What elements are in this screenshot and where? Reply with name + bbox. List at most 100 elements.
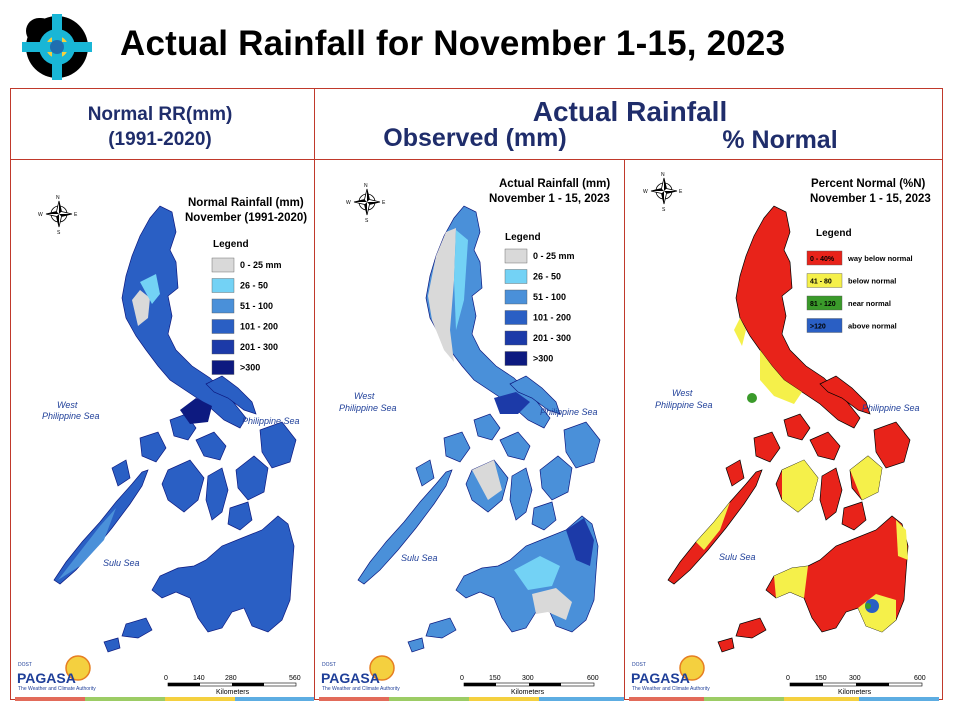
percent-below-west-luzon [734, 318, 746, 346]
svg-text:600: 600 [914, 675, 926, 682]
observed-map-title-1: Actual Rainfall (mm) [499, 178, 610, 190]
compass-icon: N S E W [643, 172, 683, 213]
svg-text:S: S [662, 207, 666, 213]
svg-text:S: S [365, 218, 369, 224]
legend-swatch [504, 351, 528, 366]
percent-normal-panel: N S E W Percent Normal (%N) November 1 -… [625, 160, 942, 696]
compass-east: E [74, 212, 78, 218]
footer-strip-blue [235, 697, 314, 701]
svg-text:140: 140 [193, 675, 205, 682]
percent-below-visayas [782, 460, 818, 512]
legend-label: way below normal [847, 254, 913, 263]
legend-swatch [806, 250, 843, 266]
percent-map-title-2: November 1 - 15, 2023 [810, 193, 931, 205]
footer-strip-green [85, 697, 165, 701]
percent-below-palawan [696, 502, 730, 550]
east-sea-label: Philippine Sea [242, 416, 300, 426]
normal-legend: 0 - 25 mm 26 - 50 51 - 100 101 - 200 201 - 3… [211, 257, 282, 375]
agency-logo-icon [22, 14, 92, 80]
svg-text:600: 600 [587, 675, 599, 682]
svg-text:PAGASA: PAGASA [321, 670, 380, 686]
svg-text:W: W [346, 200, 351, 206]
legend-label: near normal [848, 299, 891, 308]
observed-light-luzon [454, 230, 468, 330]
observed-dry-mindanao [532, 588, 572, 620]
column-divider-1 [314, 88, 315, 700]
percent-scale-bar: 0 150 300 600 Kilometers [786, 675, 926, 696]
observed-scale-bar: 0 150 300 600 Kilometers [460, 675, 599, 696]
pagasa-logo-icon: DOST PAGASA The Weather and Climate Auth… [631, 655, 710, 692]
percent-below-luzon [760, 350, 802, 404]
percent-near-luzon [747, 393, 757, 403]
compass-south: S [57, 230, 61, 236]
percent-below-mindanao-east [896, 520, 908, 560]
percent-below-mindanao-west [774, 566, 808, 598]
legend-label: 0 - 25 mm [240, 260, 282, 270]
compass-icon: N S E W [346, 183, 386, 224]
legend-box-label: 81 - 120 [810, 301, 836, 308]
percent-normal-header: % Normal [722, 126, 838, 154]
legend-box-label: 41 - 80 [810, 279, 832, 286]
svg-text:560: 560 [289, 675, 301, 682]
percent-legend-title: Legend [816, 228, 852, 239]
svg-text:Kilometers: Kilometers [838, 689, 872, 696]
west-sea-label-2: Philippine Sea [42, 411, 100, 421]
normal-rainfall-panel: N S E W Normal Rainfall (mm) November (1… [11, 160, 314, 696]
percent-above-zone [865, 599, 879, 613]
east-sea-label: Philippine Sea [862, 403, 920, 413]
svg-text:W: W [643, 189, 648, 195]
legend-label: 101 - 200 [533, 313, 571, 323]
footer-strip-yellow [165, 697, 235, 701]
normal-header-line2: (1991-2020) [108, 129, 212, 150]
west-sea-label-2: Philippine Sea [339, 403, 397, 413]
svg-text:Kilometers: Kilometers [511, 689, 545, 696]
footer-strip-green [389, 697, 469, 701]
svg-text:N: N [364, 183, 368, 189]
normal-dry-zone [132, 290, 150, 326]
normal-light-zone [140, 274, 160, 304]
observed-heavy-bicol [494, 392, 530, 414]
legend-swatch [806, 318, 843, 333]
svg-text:0: 0 [164, 675, 168, 682]
west-sea-label-1: West [57, 400, 78, 410]
svg-text:PAGASA: PAGASA [631, 670, 690, 686]
observed-legend-title: Legend [505, 232, 541, 243]
legend-swatch [211, 257, 235, 273]
svg-text:E: E [679, 189, 683, 195]
observed-header: Observed (mm) [383, 124, 567, 152]
footer-strip-red [15, 697, 85, 701]
legend-swatch [504, 289, 528, 305]
title-bar: Actual Rainfall for November 1-15, 2023 [0, 0, 960, 86]
svg-text:PAGASA: PAGASA [17, 670, 76, 686]
normal-map-title-1: Normal Rainfall (mm) [188, 197, 304, 209]
legend-swatch [211, 319, 235, 334]
svg-text:DOST: DOST [632, 662, 646, 668]
legend-label: >300 [533, 354, 553, 364]
normal-map-title-2: November (1991-2020) [185, 212, 307, 224]
percent-below-samar [850, 456, 882, 500]
compass-west: W [38, 212, 43, 218]
legend-swatch [504, 330, 528, 346]
percent-normal-map: N S E W Percent Normal (%N) November 1 -… [631, 172, 931, 696]
page-title: Actual Rainfall for November 1-15, 2023 [120, 24, 786, 63]
legend-label: 51 - 100 [533, 292, 566, 302]
west-sea-label-1: West [354, 391, 375, 401]
svg-text:The Weather and Climate Author: The Weather and Climate Authority [18, 686, 96, 692]
sulu-sea-label: Sulu Sea [719, 552, 756, 562]
svg-text:0: 0 [460, 675, 464, 682]
footer-strip-blue [539, 697, 624, 701]
svg-text:0: 0 [786, 675, 790, 682]
svg-text:280: 280 [225, 675, 237, 682]
svg-text:300: 300 [849, 675, 861, 682]
normal-heavy-zone [180, 398, 212, 424]
normal-scale-bar: 0 140 280 560 Kilometers [164, 675, 301, 696]
observed-rainfall-map: N S E W Actual Rainfall (mm) November 1 … [321, 178, 610, 696]
footer-strip-red [629, 697, 704, 701]
legend-label: 0 - 25 mm [533, 251, 575, 261]
legend-label: below normal [848, 277, 896, 286]
observed-dry-luzon [428, 228, 456, 362]
svg-text:150: 150 [489, 675, 501, 682]
observed-landmass [357, 205, 601, 653]
observed-map-title-2: November 1 - 15, 2023 [489, 193, 610, 205]
legend-swatch [504, 248, 528, 264]
